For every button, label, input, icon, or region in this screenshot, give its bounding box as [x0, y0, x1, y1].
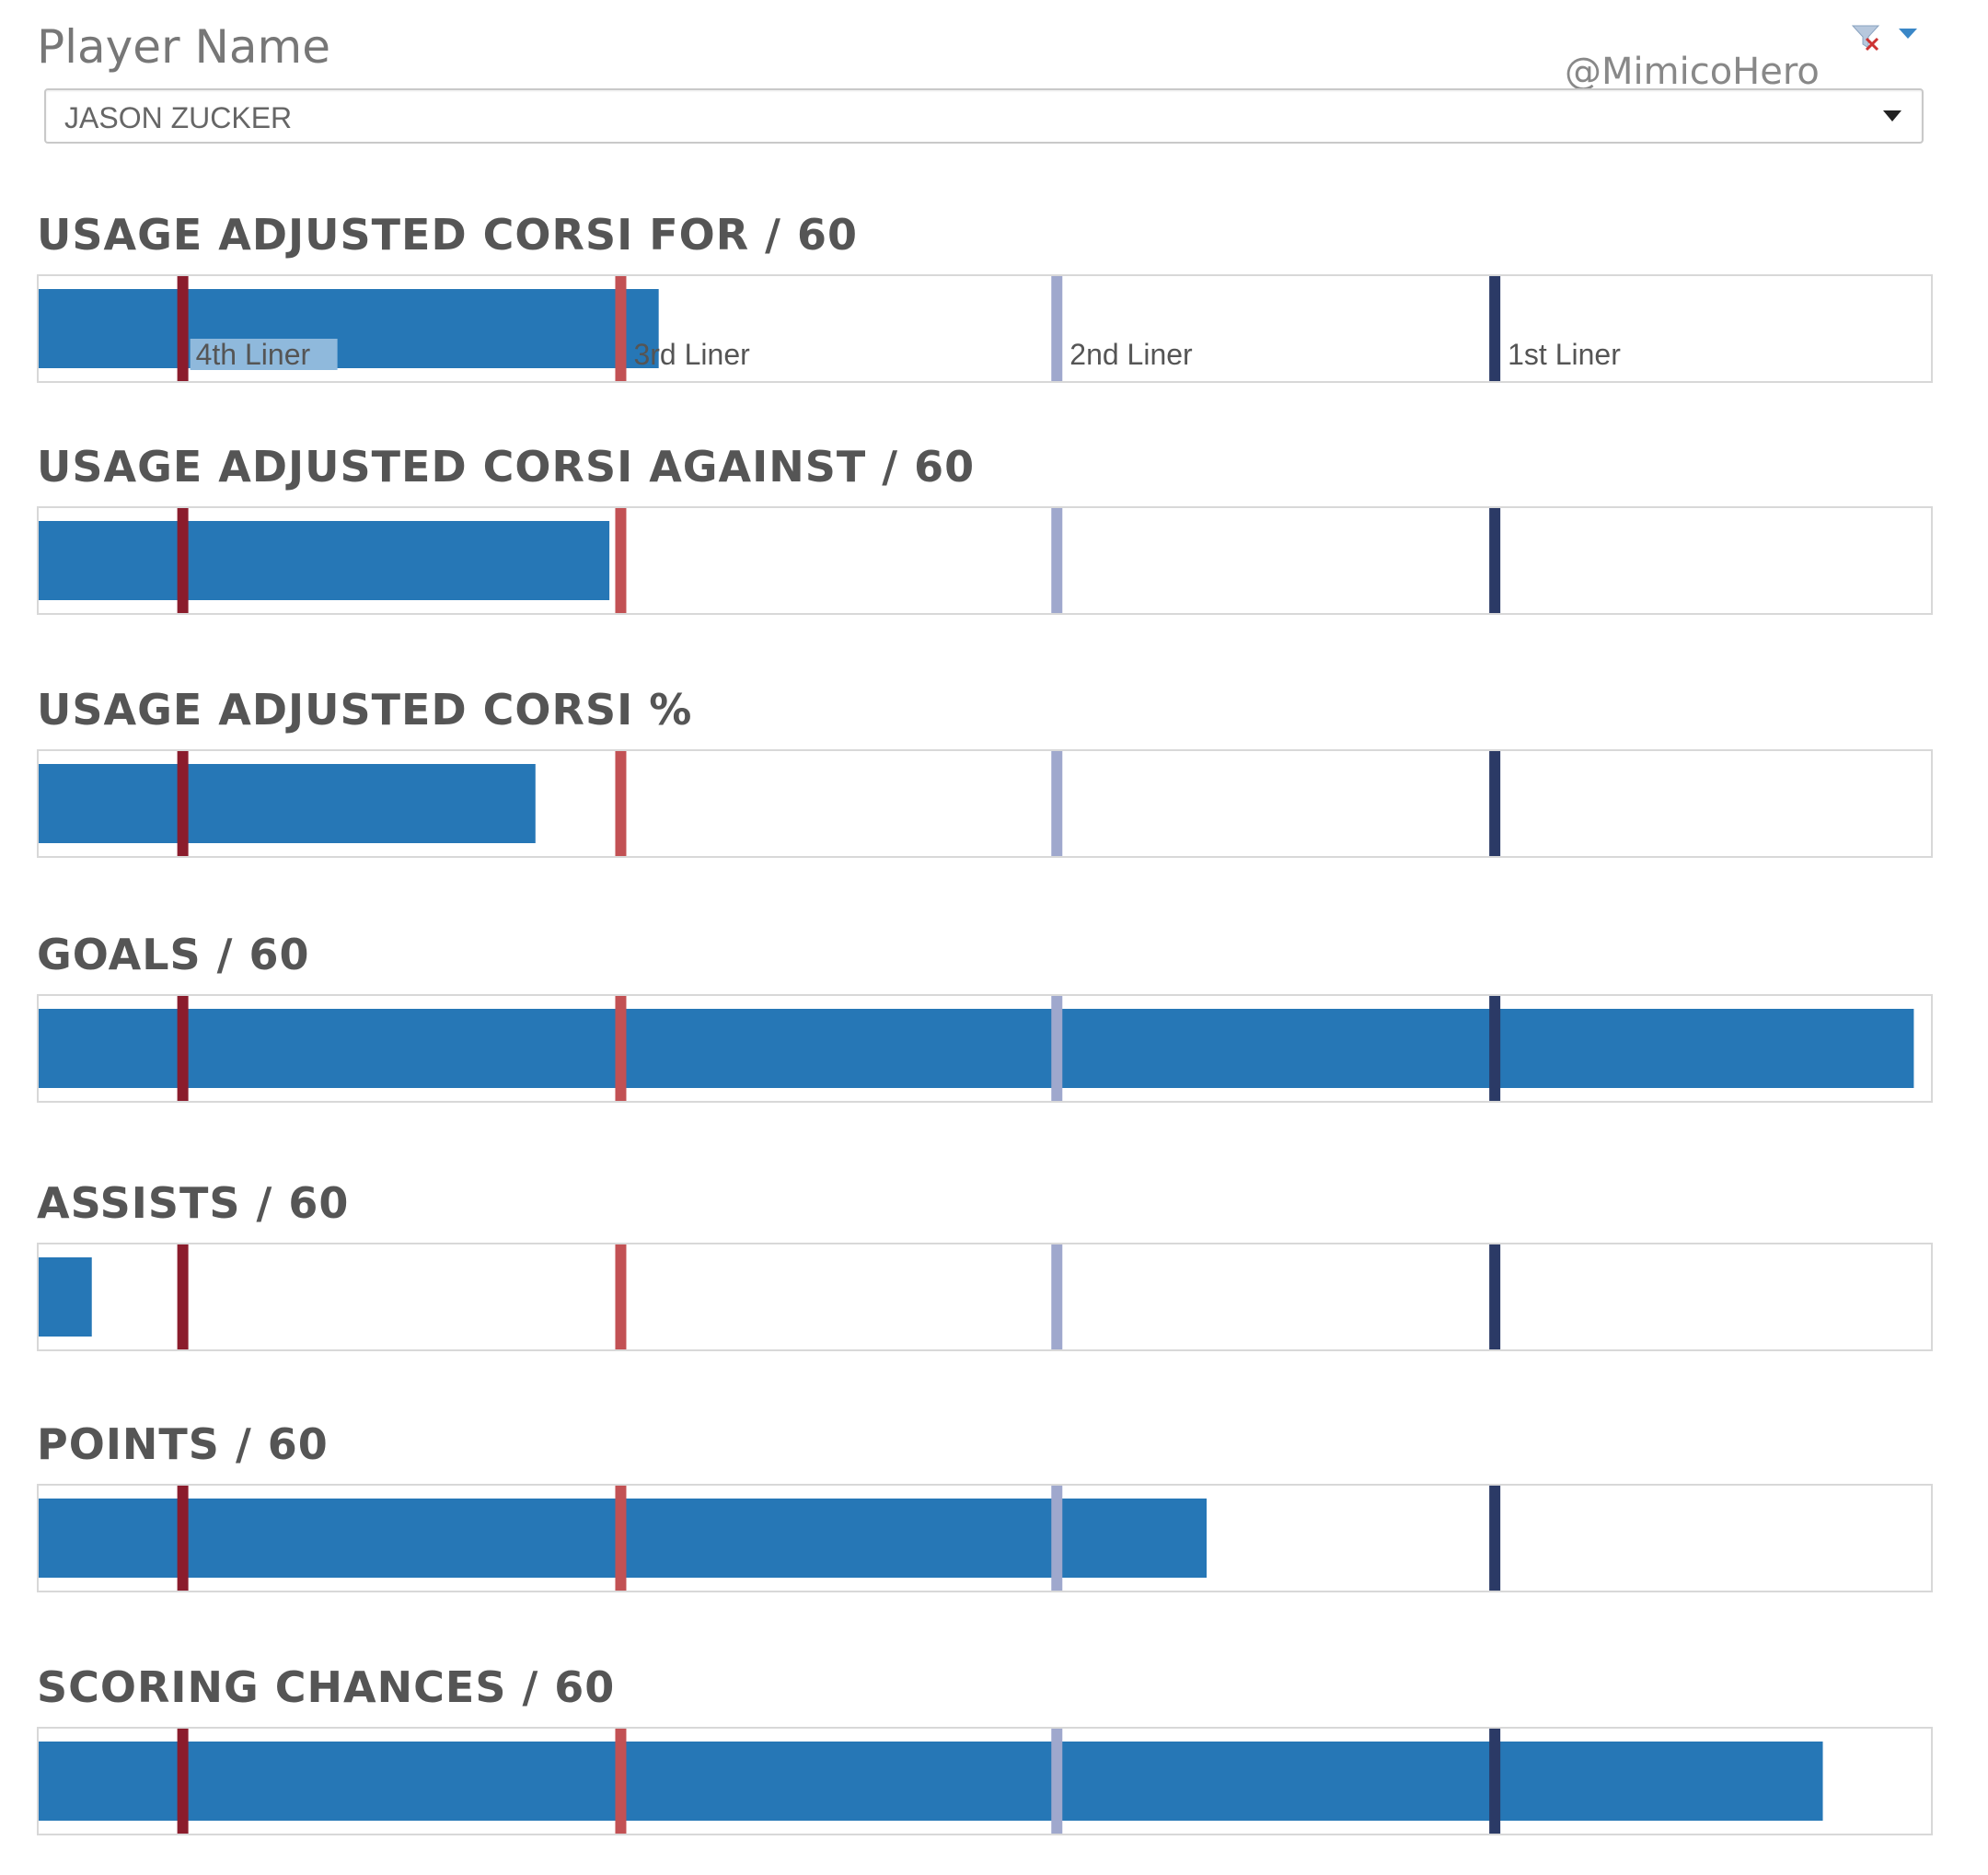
reference-line	[177, 1486, 189, 1591]
panel-title: USAGE ADJUSTED CORSI %	[37, 685, 693, 735]
reference-line-label: 1st Liner	[1508, 338, 1621, 371]
reference-line	[1489, 508, 1501, 613]
player-select-value: JASON ZUCKER	[64, 101, 293, 134]
reference-line	[1051, 276, 1063, 381]
reference-line	[177, 1244, 189, 1349]
reference-line	[1051, 996, 1063, 1101]
reference-line	[1489, 751, 1501, 856]
reference-line	[1489, 1729, 1501, 1834]
reference-line	[1489, 1244, 1501, 1349]
chart-panel: POINTS / 60	[37, 1419, 1933, 1602]
chart-panel: USAGE ADJUSTED CORSI %	[37, 685, 1933, 867]
data-bar	[39, 1257, 92, 1337]
chevron-down-icon	[1883, 110, 1901, 122]
panel-plot	[37, 749, 1933, 858]
panel-title: ASSISTS / 60	[37, 1178, 350, 1228]
plot-frame	[37, 1243, 1933, 1351]
clear-filter-icon[interactable]	[1850, 22, 1881, 53]
data-bar	[39, 764, 536, 843]
reference-line	[615, 1486, 627, 1591]
player-select[interactable]: JASON ZUCKER	[44, 88, 1924, 144]
filter-title: Player Name	[37, 20, 330, 74]
reference-line	[177, 751, 189, 856]
panel-plot	[37, 1484, 1933, 1592]
reference-line	[177, 508, 189, 613]
data-bar	[39, 289, 659, 368]
header: Player Name @MimicoHero JASON ZUCKER	[0, 0, 1988, 156]
reference-line	[1051, 1486, 1063, 1591]
panel-title: POINTS / 60	[37, 1419, 329, 1469]
reference-label-background	[190, 339, 338, 370]
reference-line	[615, 1729, 627, 1834]
panel-plot	[37, 1727, 1933, 1835]
chart-panel: SCORING CHANCES / 60	[37, 1662, 1933, 1845]
reference-line	[177, 1729, 189, 1834]
chart-panel: USAGE ADJUSTED CORSI FOR / 60 4th Liner 3r…	[37, 210, 1933, 392]
chart-panel: GOALS / 60	[37, 930, 1933, 1112]
reference-line	[1489, 276, 1501, 381]
panel-plot: 4th Liner 3rd Liner 2nd Liner 1st Liner	[37, 274, 1933, 383]
reference-line	[615, 508, 627, 613]
data-bar	[39, 1009, 1914, 1088]
reference-line	[615, 996, 627, 1101]
panel-plot	[37, 994, 1933, 1103]
menu-dropdown-icon[interactable]	[1896, 24, 1920, 42]
panel-title: GOALS / 60	[37, 930, 310, 979]
reference-line	[177, 276, 189, 381]
reference-line	[1051, 751, 1063, 856]
reference-line	[1051, 1729, 1063, 1834]
reference-line	[1489, 1486, 1501, 1591]
reference-line	[1489, 996, 1501, 1101]
panel-title: USAGE ADJUSTED CORSI FOR / 60	[37, 210, 858, 260]
reference-line	[1051, 508, 1063, 613]
panel-title: USAGE ADJUSTED CORSI AGAINST / 60	[37, 442, 976, 492]
panel-title: SCORING CHANCES / 60	[37, 1662, 616, 1712]
data-bar	[39, 1742, 1823, 1821]
reference-line	[615, 1244, 627, 1349]
reference-line	[615, 751, 627, 856]
reference-line-label: 2nd Liner	[1069, 338, 1193, 371]
credit-text: @MimicoHero	[1565, 51, 1820, 93]
panel-plot	[37, 506, 1933, 615]
data-bar	[39, 521, 610, 600]
panel-plot	[37, 1243, 1933, 1351]
reference-line-label: 4th Liner	[196, 338, 311, 371]
chart-panel: USAGE ADJUSTED CORSI AGAINST / 60	[37, 442, 1933, 624]
reference-line	[177, 996, 189, 1101]
reference-line-label: 3rd Liner	[633, 338, 750, 371]
chart-panel: ASSISTS / 60	[37, 1178, 1933, 1360]
reference-line	[1051, 1244, 1063, 1349]
reference-line	[615, 276, 627, 381]
